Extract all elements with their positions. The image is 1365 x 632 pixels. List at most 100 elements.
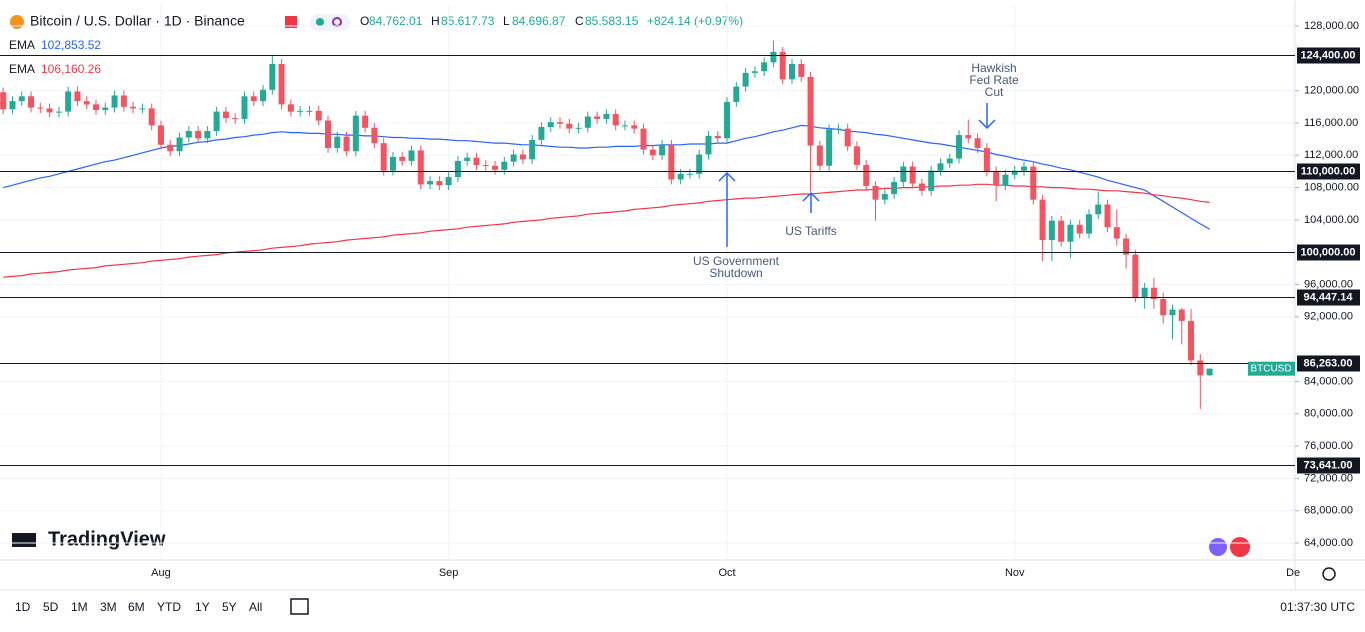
level-label: 110,000.00 <box>1301 165 1355 177</box>
candle-body <box>937 163 944 171</box>
flag-badge <box>1230 537 1250 557</box>
candle-body <box>417 150 424 185</box>
candle-body <box>594 116 601 119</box>
logo-icon <box>12 533 36 547</box>
candle-body <box>287 104 294 112</box>
clock: 01:37:30 UTC <box>1280 600 1355 614</box>
candle-body <box>798 63 805 77</box>
ohlc-key: L <box>503 14 510 28</box>
candle-body <box>696 154 703 174</box>
candle-body <box>1150 287 1157 300</box>
ohlc-value: 85,617.73 <box>441 14 495 28</box>
range-button[interactable]: 6M <box>128 600 145 614</box>
candle-body <box>1048 220 1055 241</box>
candle-body <box>278 63 285 105</box>
y-tick-label: 116,000.00 <box>1304 117 1358 129</box>
range-button[interactable]: All <box>249 600 262 614</box>
candle-body <box>631 125 638 129</box>
range-button[interactable]: 5Y <box>222 600 237 614</box>
candle-body <box>621 125 628 127</box>
candle-body <box>427 181 434 185</box>
candle-body <box>1132 254 1139 298</box>
candle-body <box>241 96 248 119</box>
candle-body <box>93 104 99 111</box>
level-label-box <box>1297 355 1360 372</box>
candle-body <box>891 181 898 195</box>
range-button[interactable]: 1M <box>71 600 88 614</box>
candle-body <box>1206 368 1213 376</box>
level-label-box <box>1297 163 1360 180</box>
candle-body <box>733 86 740 102</box>
candle-body <box>213 111 220 132</box>
candle-body <box>315 110 322 121</box>
candle-body <box>519 154 526 160</box>
candle-body <box>1188 320 1195 361</box>
ohlc-value: 84,696.87 <box>512 14 566 28</box>
y-tick-label: 76,000.00 <box>1304 440 1353 452</box>
calendar-icon[interactable] <box>290 598 309 615</box>
candle-body <box>232 118 239 120</box>
annotation-text: Hawkish <box>971 61 1016 75</box>
candle-body <box>761 62 768 72</box>
candle-body <box>464 157 471 161</box>
candle-body <box>0 92 7 110</box>
candle-body <box>853 146 860 165</box>
candle-body <box>250 96 257 102</box>
y-tick-label: 68,000.00 <box>1304 505 1353 517</box>
candle-body <box>334 136 341 148</box>
candle-body <box>222 111 229 119</box>
candle-body <box>659 144 666 156</box>
annotation-text: Fed Rate <box>969 73 1019 87</box>
candle-body <box>547 122 554 127</box>
range-button[interactable]: 1Y <box>195 600 210 614</box>
candle-body <box>473 157 480 165</box>
range-button[interactable]: 1D <box>15 600 31 614</box>
candle-body <box>83 101 90 105</box>
candle-body <box>1160 299 1167 316</box>
level-label: 73,641.00 <box>1304 459 1353 471</box>
candle-body <box>46 108 53 113</box>
annotation-text: US Tariffs <box>785 224 837 238</box>
range-button[interactable]: YTD <box>157 600 181 614</box>
candle-body <box>436 181 443 186</box>
y-tick-label: 128,000.00 <box>1304 20 1359 32</box>
level-label: 86,263.00 <box>1304 357 1353 369</box>
legend-name: EMA <box>9 38 35 52</box>
y-tick-label: 64,000.00 <box>1304 537 1353 549</box>
range-button[interactable]: 5D <box>43 600 59 614</box>
legend-name: EMA <box>9 62 35 76</box>
x-tick-label: Sep <box>439 567 459 579</box>
candle-body <box>1058 220 1065 242</box>
level-label: 100,000.00 <box>1300 246 1355 258</box>
candle-body <box>260 89 267 102</box>
candle-body <box>111 95 118 108</box>
candle-body <box>1104 204 1111 228</box>
candle-body <box>1067 224 1074 242</box>
candle-body <box>1039 199 1046 241</box>
candle-body <box>1030 166 1037 200</box>
range-button[interactable]: 3M <box>100 600 117 614</box>
candle-body <box>1002 174 1009 186</box>
candle-body <box>306 110 313 112</box>
candle-body <box>909 166 916 184</box>
candle-body <box>575 127 582 129</box>
candle-body <box>1169 309 1176 316</box>
candle-body <box>130 106 137 109</box>
candle-body <box>974 138 981 148</box>
candle-body <box>705 135 712 155</box>
candle-body <box>1021 166 1027 171</box>
legend-value: 106,160.26 <box>41 62 101 76</box>
candle-body <box>389 156 396 171</box>
candle-body <box>584 116 591 128</box>
annotation-arrowhead <box>978 119 996 130</box>
candle-body <box>74 91 81 102</box>
settings-icon[interactable] <box>1322 567 1336 581</box>
symbol-tag-box <box>1248 361 1295 376</box>
ema-line <box>3 124 1210 230</box>
candle-body <box>603 114 610 119</box>
candle-body <box>1141 287 1148 298</box>
legend-value: 102,853.52 <box>41 38 101 52</box>
candle-body <box>195 131 202 139</box>
